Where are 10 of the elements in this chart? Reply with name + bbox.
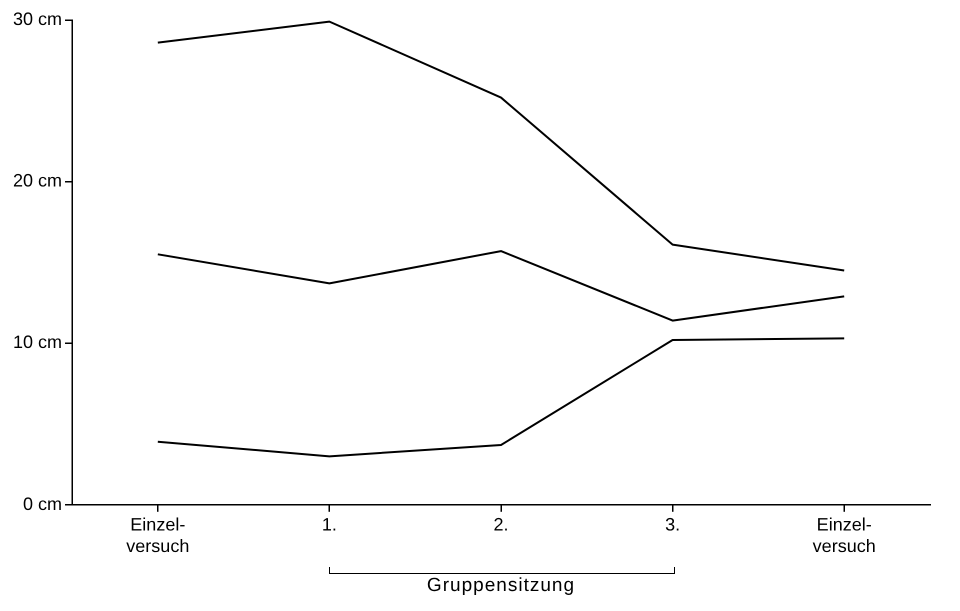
y-tick-label: 0 cm: [23, 494, 62, 514]
text: Gruppensitzung: [426, 574, 576, 597]
y-tick-label: 10 cm: [12, 332, 62, 352]
x-tick-label: 1.: [322, 514, 337, 535]
x-tick-label: Einzel- versuch: [812, 514, 876, 556]
x-tick-label: 2.: [494, 514, 509, 535]
x-tick-label: 3.: [665, 514, 680, 535]
x-tick-label: Einzel- versuch: [126, 514, 190, 556]
y-tick-label: 20 cm: [12, 170, 62, 191]
y-tick-label: 30 cm: [12, 8, 62, 29]
